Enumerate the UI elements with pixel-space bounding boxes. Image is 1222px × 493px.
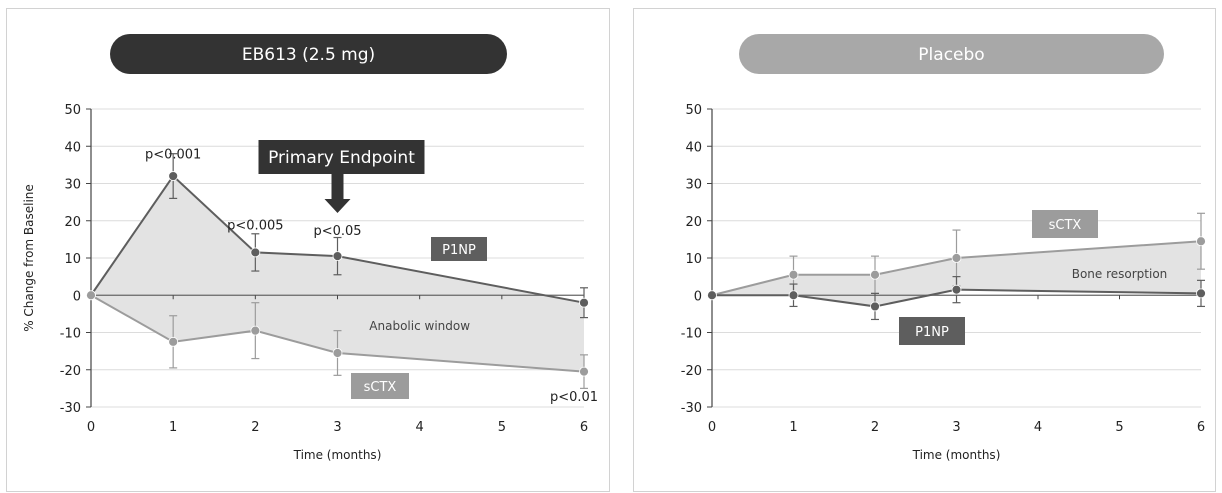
series-tag-p1np [899,317,965,345]
data-point-p1np [168,171,179,181]
data-point-p1np [951,284,962,295]
x-axis-title: Time (months) [293,448,382,462]
series-tag-sctx [1032,210,1098,238]
data-point-p1np [1196,288,1206,299]
y-tick-label: -20 [60,364,81,379]
data-point-sctx [579,366,589,377]
p-value-label: p<0.01 [550,390,598,405]
series-tag-label: P1NP [915,325,949,340]
x-tick-label: 6 [1197,420,1205,435]
shaded-region-label: Bone resorption [1072,267,1168,281]
y-tick-label: -20 [681,364,702,379]
x-tick-label: 5 [498,420,506,435]
chart-title: Placebo [918,45,984,65]
data-point-p1np [870,301,880,312]
series-tag-label: P1NP [442,243,476,258]
data-point-p1np [707,290,717,301]
p-value-label: p<0.005 [227,218,283,233]
series-tag-label: sCTX [364,380,397,395]
y-tick-label: 20 [685,215,702,230]
x-tick-label: 0 [708,420,716,435]
y-tick-label: 40 [685,140,702,155]
p-value-label: p<0.001 [145,148,201,163]
data-point-p1np [788,290,799,301]
data-point-p1np [579,297,589,308]
x-tick-label: 4 [416,420,424,435]
x-tick-label: 5 [1115,420,1123,435]
data-point-sctx [250,325,261,336]
eb613-panel: EB613 (2.5 mg) 50 40 30 20 10 0 -10 -20 -30 0 1 2 3 4 5… [6,8,610,492]
callout-text: Primary Endpoint [268,148,415,168]
y-tick-label: -30 [60,401,81,416]
x-axis-title: Time (months) [912,448,1001,462]
y-tick-label: 30 [64,178,81,193]
x-tick-label: 3 [952,420,960,435]
eb613-chart: EB613 (2.5 mg) 50 40 30 20 10 0 -10 -20 -30 0 1 2 3 4 5… [22,34,598,462]
callout-box [258,140,425,174]
series-tag-label: sCTX [1049,218,1082,233]
y-tick-label: 10 [685,252,702,267]
x-tick-label: 1 [169,420,177,435]
data-point-sctx [86,290,96,301]
x-tick-label: 3 [333,420,341,435]
data-point-sctx [332,348,343,358]
y-axis-title: % Change from Baseline [22,184,36,332]
y-tick-label: 50 [685,103,702,118]
y-tick-label: 30 [685,178,702,193]
y-tick-label: 10 [64,252,81,267]
x-tick-label: 6 [580,420,588,435]
data-point-sctx [1196,236,1206,247]
y-tick-label: 0 [694,289,702,304]
x-tick-label: 2 [871,420,879,435]
series-tag-p1np [431,237,487,261]
x-tick-label: 4 [1034,420,1042,435]
y-tick-label: -30 [681,401,702,416]
p-value-label: p<0.05 [313,224,361,239]
data-point-sctx [168,336,179,347]
data-point-sctx [870,269,880,280]
series-tag-sctx [351,373,409,399]
y-tick-label: 40 [64,140,81,155]
data-point-sctx [951,253,962,263]
x-tick-label: 1 [789,420,797,435]
y-tick-label: -10 [681,327,702,342]
x-tick-label: 0 [87,420,95,435]
shaded-region-label: Anabolic window [369,319,470,333]
data-point-sctx [788,269,799,280]
placebo-panel: Placebo 50 40 30 20 10 0 -10 -20 -30 0 1 2 3 4 5 6 Time (… [633,8,1216,492]
data-point-p1np [332,251,343,262]
y-tick-label: 0 [73,289,81,304]
y-tick-label: 20 [64,215,81,230]
title-pill [110,34,507,74]
y-tick-label: 50 [64,103,81,118]
placebo-chart: Placebo 50 40 30 20 10 0 -10 -20 -30 0 1 2 3 4 5 6 Time (… [681,34,1206,462]
y-tick-label: -10 [60,327,81,342]
callout-arrow [324,174,351,213]
x-tick-label: 2 [251,420,259,435]
chart-title: EB613 (2.5 mg) [242,45,375,65]
title-pill [739,34,1164,74]
data-point-p1np [250,247,261,258]
